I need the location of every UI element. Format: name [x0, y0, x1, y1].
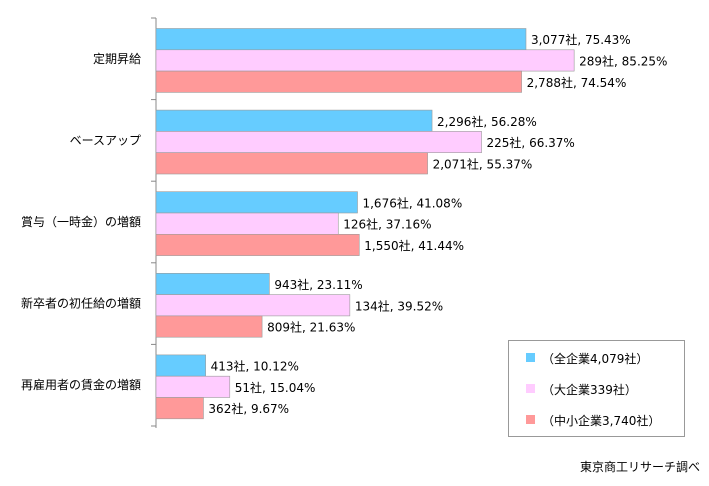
- source-note: 東京商工リサーチ調べ: [580, 459, 700, 474]
- data-label: 362社, 9.67%: [208, 401, 289, 416]
- data-label: 1,676社, 41.08%: [362, 195, 462, 210]
- data-label: 2,296社, 56.28%: [437, 114, 537, 129]
- bar: [155, 70, 522, 93]
- bar: [155, 354, 206, 377]
- bar: [155, 397, 204, 420]
- data-label: 413社, 10.12%: [211, 359, 299, 374]
- legend-swatch: [526, 415, 535, 424]
- category-label: 賞与（一時金）の増額: [21, 214, 141, 229]
- bar: [155, 109, 433, 132]
- data-label: 51社, 15.04%: [235, 380, 316, 395]
- bar: [155, 375, 231, 398]
- bar: [155, 152, 428, 175]
- bar: [155, 212, 339, 235]
- legend: （全企業4,079社） （大企業339社） （中小企業3,740社）: [508, 340, 685, 437]
- legend-label: （中小企業3,740社）: [542, 413, 660, 428]
- category-label: 再雇用者の賃金の増額: [21, 377, 141, 392]
- data-label: 1,550社, 41.44%: [364, 238, 464, 253]
- data-label: 225社, 66.37%: [487, 135, 575, 150]
- bar: [155, 191, 358, 214]
- category-label: 新卒者の初任給の増額: [21, 296, 141, 311]
- data-label: 809社, 21.63%: [267, 320, 355, 335]
- data-label: 126社, 37.16%: [343, 217, 431, 232]
- bar: [155, 315, 263, 338]
- data-label: 2,071社, 55.37%: [433, 156, 533, 171]
- data-label: 943社, 23.11%: [274, 277, 362, 292]
- category-label: 定期昇給: [93, 51, 141, 66]
- legend-box: [508, 340, 685, 437]
- data-label: 134社, 39.52%: [355, 298, 443, 313]
- legend-swatch: [526, 353, 535, 362]
- legend-label: （大企業339社）: [542, 382, 637, 397]
- bar: [155, 49, 575, 72]
- legend-label: （全企業4,079社）: [542, 351, 648, 366]
- data-label: 289社, 85.25%: [579, 53, 667, 68]
- bar: [155, 28, 527, 51]
- bar: [155, 294, 351, 317]
- bar: [155, 272, 270, 295]
- data-label: 3,077社, 75.43%: [531, 32, 631, 47]
- legend-swatch: [526, 384, 535, 393]
- data-label: 2,788社, 74.54%: [527, 75, 627, 90]
- bar: [155, 234, 360, 256]
- bar: [155, 131, 482, 153]
- category-label: ベースアップ: [70, 133, 141, 147]
